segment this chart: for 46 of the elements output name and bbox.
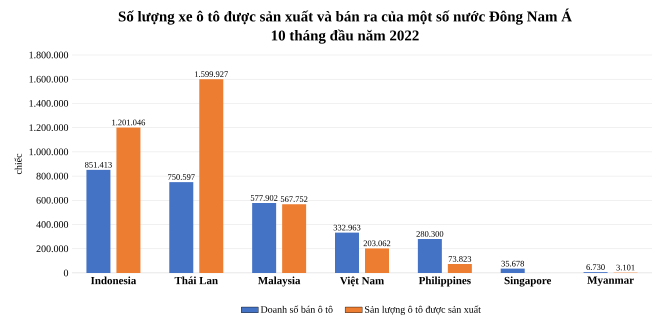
bar	[86, 170, 110, 273]
x-tick-label: Singapore	[504, 276, 552, 287]
bar	[199, 79, 224, 273]
data-label: 35.678	[501, 260, 524, 266]
data-label: 851.413	[84, 162, 112, 168]
bar	[169, 182, 194, 273]
bar	[500, 268, 525, 273]
data-label: 3.101	[616, 264, 635, 270]
data-label: 280.300	[416, 231, 444, 237]
data-label: 73.823	[448, 256, 472, 262]
y-tick-label: 1.200.000	[30, 124, 68, 132]
data-label: 567.752	[280, 196, 308, 202]
y-tick-label: 400.000	[36, 221, 68, 228]
bar	[252, 203, 276, 273]
y-tick-label: 0	[64, 270, 68, 276]
y-tick-label: 1.000.000	[30, 148, 68, 156]
legend-label: Sản lượng ô tô được sản xuất	[365, 306, 481, 315]
chart-title: Số lượng xe ô tô được sản xuất và bán ra của một số nước Đông Nam Á	[118, 8, 572, 25]
y-tick-label: 800.000	[36, 172, 68, 180]
y-tick-label: 600.000	[36, 196, 68, 204]
x-tick-label: Malaysia	[258, 276, 300, 286]
legend-label: Doanh số bán ô tô	[260, 306, 333, 313]
bar	[116, 128, 140, 273]
data-label: 577.902	[250, 195, 278, 201]
data-label: 6.730	[586, 264, 605, 270]
bar	[365, 248, 389, 273]
data-label: 750.597	[168, 174, 195, 180]
y-tick-label: 1.800.000	[30, 52, 68, 58]
bar	[448, 264, 472, 273]
data-label: 332.963	[334, 224, 360, 230]
bar	[282, 204, 306, 273]
y-tick-label: 1.600.000	[30, 76, 68, 83]
bar	[418, 239, 442, 273]
x-tick-label: Philippines	[418, 276, 471, 286]
x-tick-label: Indonesia	[90, 276, 136, 284]
bar	[335, 232, 359, 273]
y-axis-title: chiếc	[14, 154, 22, 174]
y-tick-label: 200.000	[36, 245, 68, 252]
data-label: 203.062	[364, 240, 390, 246]
x-tick-label: Myanmar	[587, 276, 634, 286]
x-tick-label: Việt Nam	[340, 276, 384, 286]
data-label: 1.201.046	[112, 120, 146, 126]
chart-subtitle: 10 tháng đầu năm 2022	[272, 30, 419, 44]
x-tick-label: Thái Lan	[174, 276, 218, 284]
data-label: 1.599.927	[195, 71, 228, 78]
y-tick-label: 1.400.000	[30, 100, 68, 107]
